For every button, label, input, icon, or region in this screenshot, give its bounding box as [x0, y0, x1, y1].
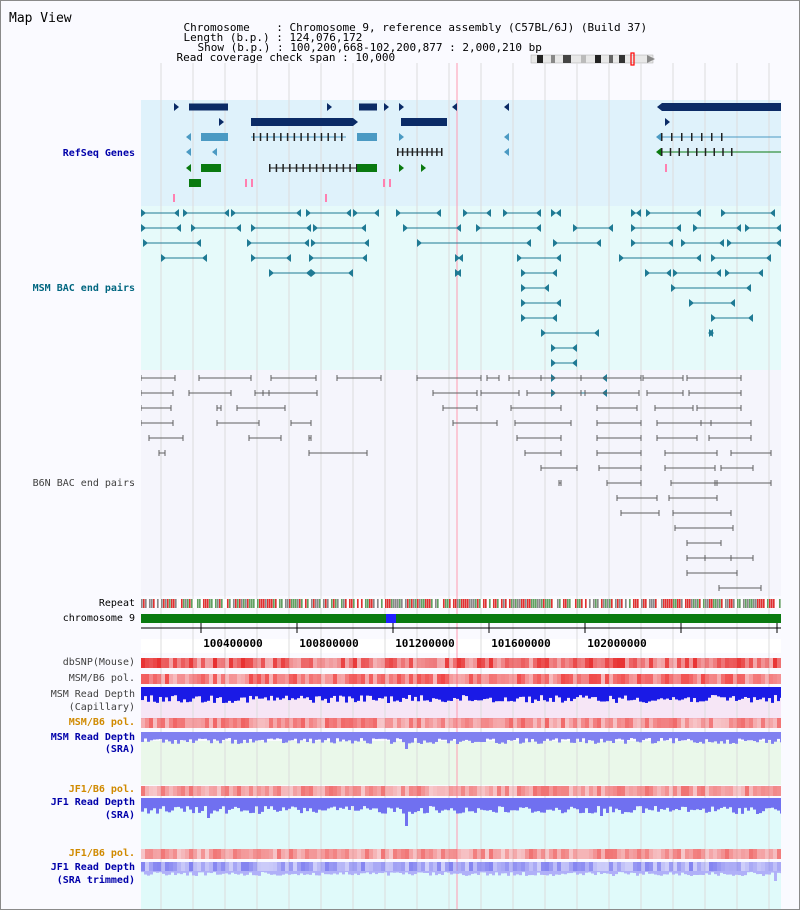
gene-strand-icon	[327, 103, 332, 111]
chromosome-value: Chromosome 9, reference assembly (C57BL/…	[289, 21, 648, 34]
refseq-genes-track[interactable]	[141, 100, 781, 206]
jf1-b6-pol-label: JF1/B6 pol.	[68, 784, 135, 795]
grid-lines	[160, 63, 770, 909]
gene-strand-icon	[504, 133, 509, 141]
coverage-info-row: Read coverage check span : 10,000	[176, 51, 396, 64]
axis-tick-label: 101600000	[491, 637, 551, 650]
b6n-bac-label: B6N BAC end pairs	[32, 478, 135, 489]
gene-strand-icon	[186, 164, 191, 172]
gene-strand-icon	[421, 164, 426, 172]
msm-bac-label: MSM BAC end pairs	[32, 283, 135, 294]
gene-strand-icon	[504, 103, 509, 111]
gene-strand-icon	[399, 103, 404, 111]
repeat-label: Repeat	[98, 598, 135, 609]
gene-strand-icon	[186, 148, 191, 156]
gene-strand-icon	[657, 103, 662, 111]
gene-strand-icon	[656, 148, 661, 156]
length-label: Length (b.p.)	[183, 31, 270, 44]
axis-background	[141, 639, 781, 653]
axis-tick-label: 100400000	[203, 637, 263, 650]
msm-b6-pol-label: MSM/B6 pol.	[68, 673, 135, 684]
show-label: Show (b.p.)	[197, 41, 271, 54]
gene-strand-icon	[656, 133, 661, 141]
gene-strand-icon	[452, 103, 457, 111]
jf1-sra-bg	[141, 807, 781, 849]
gene-strand-icon	[665, 118, 670, 126]
jf1-depth-sra-label-1: JF1 Read Depth	[50, 797, 135, 808]
show-value: 100,200,668-102,200,877 : 2,000,210 bp	[290, 41, 542, 54]
gene-strand-icon	[384, 103, 389, 111]
repeat-track[interactable]	[141, 599, 781, 608]
coverage-value: 10,000	[355, 51, 396, 64]
msm-depth-sra-label-1: MSM Read Depth	[50, 732, 135, 743]
gene-strand-icon	[212, 148, 217, 156]
refseq-genes-label: RefSeq Genes	[62, 148, 135, 159]
dbsnp-label: dbSNP(Mouse)	[62, 657, 135, 668]
chromosome-ideogram[interactable]	[529, 52, 659, 66]
gene-strand-icon	[504, 148, 509, 156]
b6n-bac-pairs[interactable]	[141, 375, 772, 606]
chromosome-info-row: Chromosome : Chromosome 9, reference ass…	[183, 21, 648, 34]
msm-b6-pol-2-label: MSM/B6 pol.	[68, 717, 135, 728]
gene-strand-icon	[353, 118, 358, 126]
chromosome-track-label: chromosome 9	[62, 613, 135, 624]
refseq-genes[interactable]	[173, 103, 781, 202]
length-info-row: Length (b.p.) : 124,076,172	[183, 31, 363, 44]
coverage-label: Read coverage check span	[176, 51, 336, 64]
chromosome-label: Chromosome	[183, 21, 250, 34]
polymorphism-tracks[interactable]	[141, 658, 781, 872]
axis-tick-label: 101200000	[395, 637, 455, 650]
jf1-depth-trim-label-1: JF1 Read Depth	[50, 862, 135, 873]
axis-tick-label: 102000000	[587, 637, 647, 650]
jf1-b6-pol-2-label: JF1/B6 pol.	[68, 848, 135, 859]
msm-depth-capillary-label-1: MSM Read Depth	[50, 689, 135, 700]
gene-strand-icon	[174, 103, 179, 111]
chromosome-bar[interactable]	[141, 614, 781, 623]
gene-strand-icon	[399, 164, 404, 172]
jf1-trim-bg	[141, 871, 781, 909]
gene-strand-icon	[399, 133, 404, 141]
page-title: Map View	[9, 11, 72, 26]
read-depth-tracks[interactable]	[141, 687, 781, 881]
chromosome-gap	[386, 614, 396, 623]
msm-depth-capillary-label-2: (Capillary)	[68, 702, 135, 713]
gene-strand-icon	[186, 133, 191, 141]
jf1-depth-sra-label-2: (SRA)	[104, 810, 135, 821]
msm-depth-sra-label-2: (SRA)	[104, 744, 135, 755]
msm-sra-bg	[141, 741, 781, 785]
msm-bac-pairs[interactable]	[141, 209, 781, 397]
jf1-depth-trim-label-2: (SRA trimmed)	[56, 875, 135, 886]
show-info-row: Show (b.p.) : 100,200,668-102,200,877 : …	[197, 41, 542, 54]
axis-tick-label: 100800000	[299, 637, 359, 650]
position-axis: 100400000 100800000 101200000 101600000 1020…	[141, 623, 781, 650]
length-value: 124,076,172	[289, 31, 363, 44]
gene-strand-icon	[219, 118, 224, 126]
track-canvas[interactable]: 100400000 100800000 101200000 101600000 1020…	[141, 1, 781, 909]
region-marker[interactable]	[630, 52, 635, 66]
